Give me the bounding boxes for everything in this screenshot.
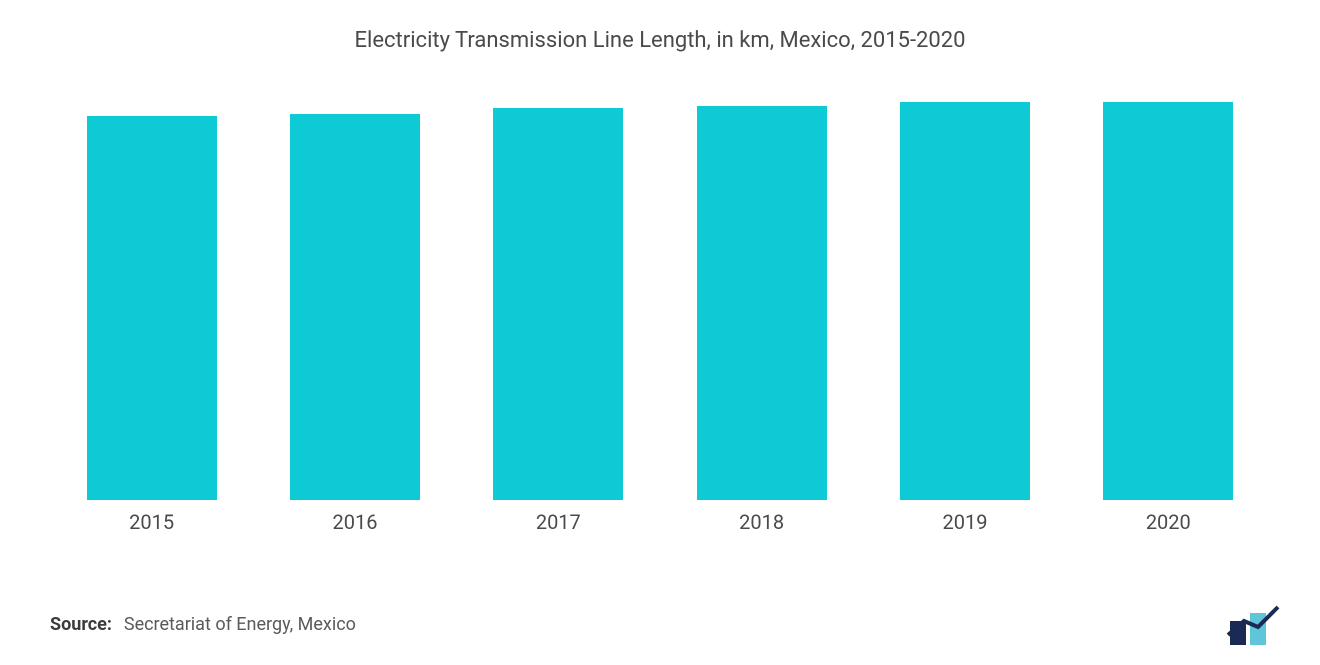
brand-logo [1224,605,1284,645]
bar-group [1067,100,1270,500]
x-axis-labels: 2015 2016 2017 2018 2019 2020 [50,510,1270,534]
source-row: Source: Secretariat of Energy, Mexico [50,614,356,635]
chart-container: Electricity Transmission Line Length, in… [0,0,1320,665]
logo-icon [1224,605,1284,645]
bar-group [253,100,456,500]
x-label: 2019 [863,510,1066,534]
x-label: 2020 [1067,510,1270,534]
x-label: 2018 [660,510,863,534]
bar-group [50,100,253,500]
bar-2016 [290,114,420,500]
source-label: Source: [50,614,112,635]
bar-group [863,100,1066,500]
bar-2017 [493,108,623,500]
x-label: 2015 [50,510,253,534]
source-text: Secretariat of Energy, Mexico [124,614,356,635]
bar-2019 [900,102,1030,500]
bar-group [660,100,863,500]
bar-2018 [697,106,827,500]
chart-title: Electricity Transmission Line Length, in… [0,0,1320,53]
x-label: 2017 [457,510,660,534]
bar-2020 [1103,102,1233,500]
plot-area [50,100,1270,500]
bar-group [457,100,660,500]
bar-2015 [87,116,217,500]
x-label: 2016 [253,510,456,534]
